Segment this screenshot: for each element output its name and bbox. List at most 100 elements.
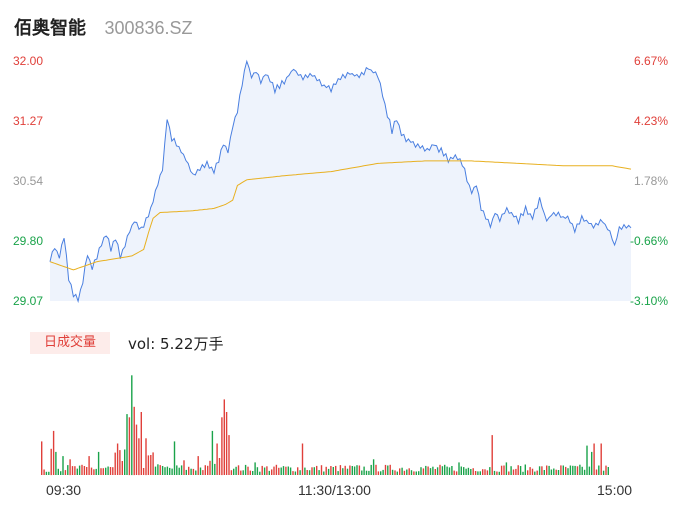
volume-bar bbox=[358, 465, 361, 475]
volume-bar bbox=[207, 465, 209, 475]
volume-bar bbox=[463, 467, 465, 475]
volume-bar bbox=[493, 470, 496, 475]
price-tick-label: 32.00 bbox=[13, 54, 44, 68]
volume-bar bbox=[474, 471, 477, 475]
volume-bar bbox=[119, 450, 121, 475]
time-tick-label: 09:30 bbox=[46, 482, 82, 498]
volume-bar bbox=[524, 464, 526, 475]
volume-bar bbox=[534, 471, 536, 475]
volume-bar bbox=[112, 467, 114, 475]
volume-bar bbox=[97, 451, 100, 475]
volume-bar bbox=[88, 456, 90, 475]
volume-bar bbox=[550, 469, 553, 475]
volume-bar bbox=[441, 466, 444, 475]
price-tick-label: 31.27 bbox=[13, 113, 44, 128]
volume-bar bbox=[95, 468, 97, 475]
volume-bar bbox=[368, 470, 370, 475]
volume-bar bbox=[572, 465, 574, 475]
volume-bar bbox=[48, 471, 50, 475]
volume-bar bbox=[543, 470, 545, 475]
volume-bar bbox=[43, 469, 45, 475]
percent-tick-label: 1.78% bbox=[633, 173, 668, 188]
volume-bar bbox=[387, 465, 389, 475]
volume-bar bbox=[375, 464, 377, 475]
volume-bar bbox=[557, 470, 560, 475]
volume-bar bbox=[372, 459, 375, 476]
volume-bar bbox=[185, 469, 187, 475]
volume-bar bbox=[55, 451, 57, 475]
volume-bar bbox=[154, 466, 157, 475]
volume-bar bbox=[346, 468, 349, 475]
volume-bar bbox=[285, 466, 287, 475]
volume-bar bbox=[320, 465, 323, 475]
volume-bar bbox=[176, 465, 178, 475]
volume-bar bbox=[510, 466, 512, 475]
volume-bar bbox=[546, 465, 548, 475]
volume-bar bbox=[199, 467, 202, 475]
volume-bar bbox=[204, 465, 206, 475]
volume-bar bbox=[242, 470, 244, 475]
volume-bar bbox=[439, 464, 441, 475]
volume-bar bbox=[323, 471, 325, 475]
volume-bar bbox=[420, 467, 422, 475]
volume-bar bbox=[311, 467, 313, 475]
volume-bar bbox=[142, 468, 145, 475]
volume-bar bbox=[218, 458, 221, 475]
volume-bar bbox=[522, 471, 524, 475]
volume-bar bbox=[107, 466, 109, 475]
volume-bar bbox=[318, 470, 320, 475]
volume-bar bbox=[517, 465, 519, 475]
volume-bar bbox=[491, 435, 493, 475]
volume-bar bbox=[138, 438, 140, 476]
volume-bar bbox=[567, 468, 569, 475]
volume-bar bbox=[538, 466, 541, 475]
volume-bar bbox=[460, 466, 462, 475]
volume-bar bbox=[240, 470, 242, 475]
volume-bar bbox=[496, 471, 498, 475]
volume-bar bbox=[335, 465, 337, 475]
volume-bar bbox=[455, 471, 458, 475]
volume-bar bbox=[389, 464, 391, 475]
volume-bar bbox=[380, 471, 382, 475]
volume-bar bbox=[273, 466, 275, 475]
volume-bar bbox=[313, 467, 315, 475]
volume-bar bbox=[332, 467, 334, 475]
volume-bar bbox=[548, 465, 550, 475]
volume-bar bbox=[365, 470, 368, 475]
volume-bar bbox=[391, 469, 394, 475]
volume-bar bbox=[223, 399, 225, 475]
volume-bar bbox=[254, 462, 256, 475]
volume-bar bbox=[244, 464, 247, 475]
volume-bar bbox=[453, 470, 455, 475]
volume-bar bbox=[519, 466, 522, 475]
volume-bar bbox=[268, 470, 270, 475]
volume-bar bbox=[211, 430, 214, 475]
time-tick-label: 11:30/13:00 bbox=[298, 482, 371, 498]
percent-tick-label: 4.23% bbox=[633, 113, 668, 128]
volume-bar bbox=[78, 465, 81, 475]
volume-bar bbox=[67, 465, 69, 475]
volume-bar bbox=[583, 469, 586, 475]
volume-bar bbox=[69, 459, 71, 476]
volume-bar bbox=[159, 465, 161, 475]
volume-bar bbox=[74, 466, 76, 475]
volume-bar bbox=[565, 466, 567, 475]
volume-bar bbox=[235, 466, 237, 475]
volume-bar bbox=[50, 448, 52, 476]
volume-summary: vol: 5.22万手 bbox=[128, 335, 224, 353]
volume-bar bbox=[161, 466, 164, 475]
volume-bar bbox=[60, 471, 62, 475]
volume-bars bbox=[41, 375, 609, 476]
volume-bar bbox=[178, 467, 180, 475]
volume-bar bbox=[140, 412, 142, 475]
volume-bar bbox=[482, 469, 484, 475]
volume-bar bbox=[382, 469, 384, 475]
volume-bar bbox=[451, 466, 453, 475]
price-tick-label: 29.07 bbox=[13, 294, 44, 308]
volume-bar bbox=[588, 466, 591, 475]
volume-bar bbox=[271, 469, 273, 475]
percent-tick-label: -0.66% bbox=[629, 234, 668, 249]
volume-bar bbox=[353, 466, 356, 475]
volume-bar bbox=[408, 468, 410, 475]
volume-bar bbox=[121, 461, 123, 475]
